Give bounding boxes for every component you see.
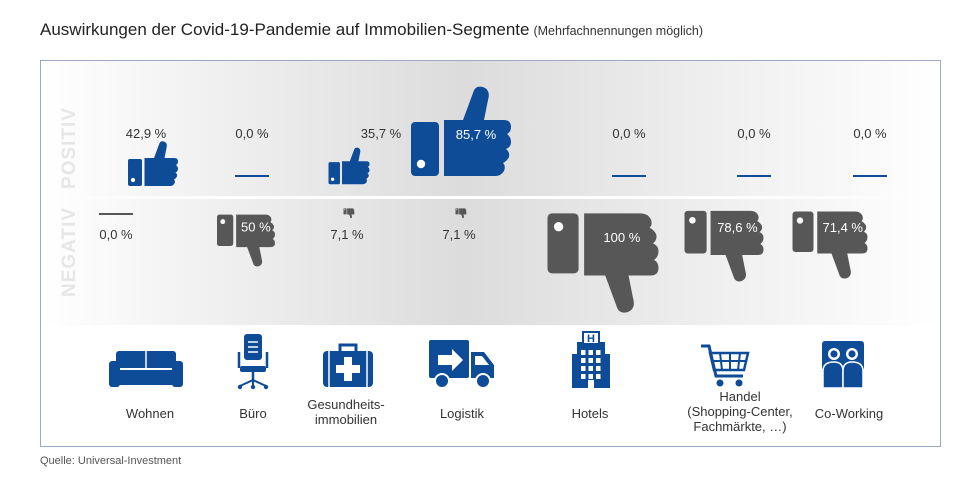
value-label-positive: 85,7 % (456, 127, 497, 142)
hotel-building-icon: H (572, 331, 610, 388)
thumbs-down-icon (217, 214, 275, 267)
chart-title: Auswirkungen der Covid-19-Pandemie auf I… (40, 20, 703, 40)
category-label: Büro (239, 406, 266, 421)
value-label-positive: 0,0 % (235, 126, 269, 141)
thumbs-down-icon (343, 208, 355, 219)
value-label-positive: 35,7 % (361, 126, 402, 141)
office-chair-icon (237, 334, 269, 390)
first-aid-kit-icon (323, 343, 373, 387)
chart-subtitle: (Mehrfachnennungen möglich) (533, 24, 704, 38)
chart-frame: POSITIV NEGATIV 42,9 % 0,0 % 0,0 % 50 % 35,7 %… (40, 60, 941, 447)
value-label-negative: 7,1 % (330, 227, 364, 242)
thumbs-down-icon (792, 211, 868, 279)
category-label: Handel (Shopping-Center, Fachmärkte, …) (687, 389, 793, 434)
category-label: Co-Working (815, 406, 883, 421)
value-label-positive: 0,0 % (612, 126, 646, 141)
row-label-negative: NEGATIV (59, 207, 80, 297)
value-label-negative: 100 % (603, 230, 640, 245)
value-label-positive: 0,0 % (737, 126, 771, 141)
category-label: Gesundheits-immobilien (307, 397, 384, 427)
shopping-cart-icon (701, 344, 750, 387)
value-label-negative: 78,6 % (717, 220, 758, 235)
chart-background (41, 61, 940, 325)
thumbs-up-icon (328, 147, 370, 185)
chart-svg: POSITIV NEGATIV 42,9 % 0,0 % 0,0 % 50 % 35,7 %… (41, 61, 940, 434)
category-label: Logistik (440, 406, 485, 421)
row-label-positive: POSITIV (59, 107, 80, 189)
category-label: Wohnen (126, 406, 174, 421)
value-label-negative: 71,4 % (823, 220, 864, 235)
thumbs-down-icon (455, 208, 467, 219)
thumbs-up-icon (128, 141, 178, 186)
category-label: Hotels (572, 406, 609, 421)
value-label-positive: 0,0 % (853, 126, 887, 141)
source-note: Quelle: Universal-Investment (40, 455, 182, 467)
value-label-positive: 42,9 % (126, 126, 167, 141)
value-label-negative: 0,0 % (99, 227, 133, 242)
value-label-negative: 7,1 % (442, 227, 476, 242)
sofa-icon (109, 351, 183, 387)
svg-text:H: H (587, 333, 595, 345)
thumbs-down-icon (684, 210, 764, 282)
delivery-truck-icon (429, 340, 494, 389)
value-label-negative: 50 % (241, 219, 271, 234)
coworking-people-icon (822, 341, 864, 389)
row-separator (41, 196, 940, 199)
thumbs-down-icon (547, 213, 659, 313)
thumbs-up-icon (411, 86, 511, 176)
chart-title-main: Auswirkungen der Covid-19-Pandemie auf I… (40, 20, 530, 39)
